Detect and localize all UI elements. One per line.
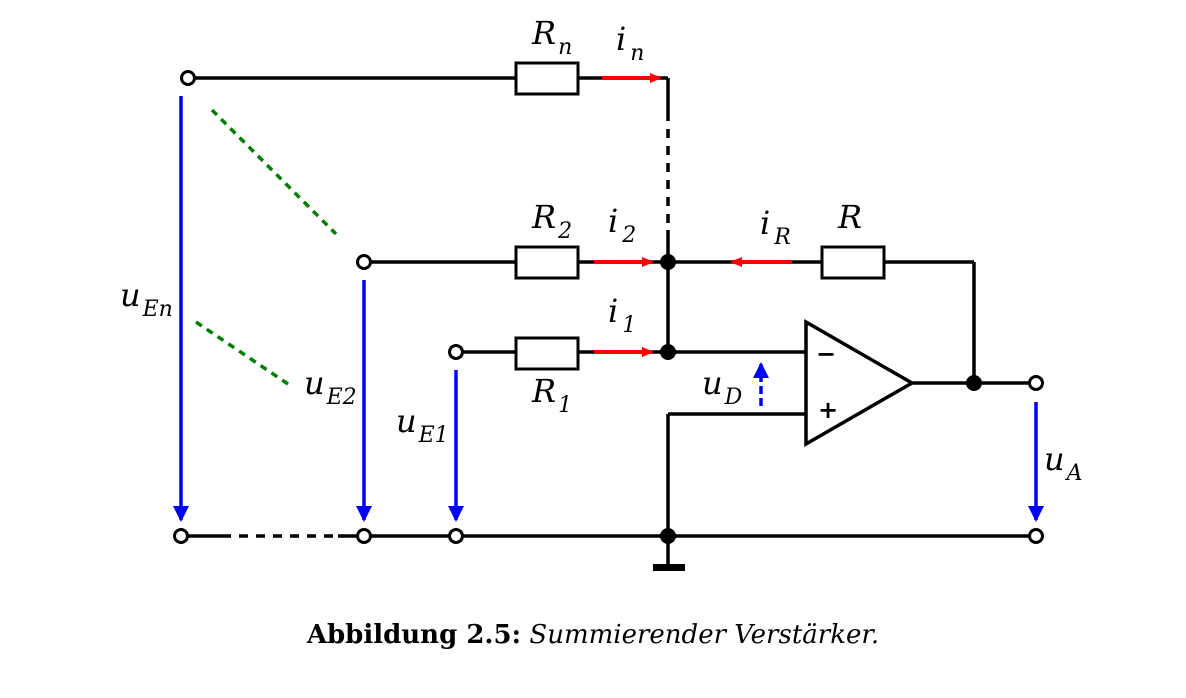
terminal-output <box>1028 375 1044 391</box>
label-uen: uEn <box>120 276 173 322</box>
opamp-minus-sign: − <box>816 340 836 368</box>
terminal-ground-2 <box>356 528 372 544</box>
node-output <box>966 375 982 391</box>
resistor-r2 <box>514 245 580 280</box>
terminal-ground-1 <box>448 528 464 544</box>
label-rn: Rn <box>531 14 572 60</box>
figure-caption: Abbildung 2.5: Summierender Verstärker. <box>0 620 1186 650</box>
caption-text: Summierender Verstärker. <box>529 620 880 650</box>
opamp-triangle <box>804 318 916 448</box>
label-ue1: uE1 <box>396 402 449 448</box>
terminal-input-n <box>180 70 196 86</box>
terminal-input-1 <box>448 344 464 360</box>
caption-label: Abbildung 2.5: <box>306 620 522 650</box>
terminal-ground-n <box>173 528 189 544</box>
node-ground <box>660 528 676 544</box>
label-ue2: uE2 <box>304 364 357 410</box>
ellipsis-line-upper <box>210 108 338 236</box>
opamp-plus-sign: + <box>818 396 838 424</box>
label-r2: R2 <box>531 198 572 244</box>
terminal-ground-out <box>1028 528 1044 544</box>
resistor-rn <box>514 61 580 96</box>
node-summing-top <box>660 254 676 270</box>
label-r1: R1 <box>531 372 572 418</box>
resistor-r1 <box>514 336 580 371</box>
terminal-input-2 <box>356 254 372 270</box>
resistor-r <box>820 245 886 280</box>
label-ud: uD <box>702 364 743 410</box>
ground-symbol <box>653 564 685 571</box>
label-r: R <box>837 198 862 236</box>
label-ua: uA <box>1044 440 1083 486</box>
node-summing-minus <box>660 344 676 360</box>
ellipsis-line-lower <box>195 320 289 386</box>
